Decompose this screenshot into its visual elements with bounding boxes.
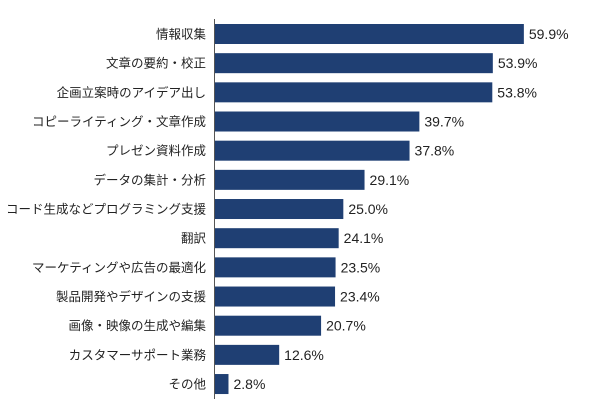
bar — [214, 82, 493, 103]
category-label: データの集計・分析 — [93, 172, 206, 187]
value-label: 37.8% — [415, 143, 455, 159]
value-label: 23.4% — [340, 289, 380, 305]
value-label: 29.1% — [370, 172, 410, 188]
value-label: 53.9% — [498, 55, 538, 71]
value-label: 39.7% — [424, 114, 464, 130]
category-label: カスタマーサポート業務 — [69, 347, 207, 362]
value-label: 24.1% — [344, 230, 384, 246]
category-label: 翻訳 — [181, 231, 207, 246]
bar — [214, 24, 524, 44]
category-label: コピーライティング・文章作成 — [32, 114, 206, 129]
bar — [214, 344, 280, 365]
bar — [214, 228, 339, 249]
bar — [214, 199, 344, 220]
bar — [214, 169, 365, 190]
bar — [214, 111, 420, 132]
bar — [214, 53, 493, 74]
category-label: 情報収集 — [156, 27, 207, 42]
bars-group — [214, 24, 524, 395]
category-labels-group: 情報収集文章の要約・校正企画立案時のアイデア出しコピーライティング・文章作成プレ… — [6, 27, 207, 392]
category-label: プレゼン資料作成 — [106, 143, 206, 158]
value-label: 23.5% — [341, 259, 381, 275]
bar — [214, 257, 336, 278]
bar — [214, 315, 322, 336]
value-label: 2.8% — [233, 376, 265, 392]
category-label: その他 — [168, 377, 206, 392]
bar — [214, 140, 410, 161]
value-label: 25.0% — [348, 201, 388, 217]
category-label: コード生成などプログラミング支援 — [6, 202, 207, 217]
category-label: 画像・映像の生成や編集 — [68, 318, 206, 333]
bar — [214, 286, 336, 307]
value-label: 59.9% — [529, 26, 569, 42]
value-label: 12.6% — [284, 347, 324, 363]
value-label: 20.7% — [326, 318, 366, 334]
category-label: 企画立案時のアイデア出し — [57, 85, 206, 100]
bar — [214, 374, 229, 395]
category-label: マーケティングや広告の最適化 — [32, 260, 207, 275]
value-labels-group: 59.9% 53.9% 53.8% 39.7% 37.8% 29.1% 25.0% 24.1%… — [233, 26, 568, 392]
value-label: 53.8% — [497, 84, 537, 100]
category-label: 製品開発やデザインの支援 — [56, 289, 207, 304]
category-label: 文章の要約・校正 — [106, 56, 206, 71]
